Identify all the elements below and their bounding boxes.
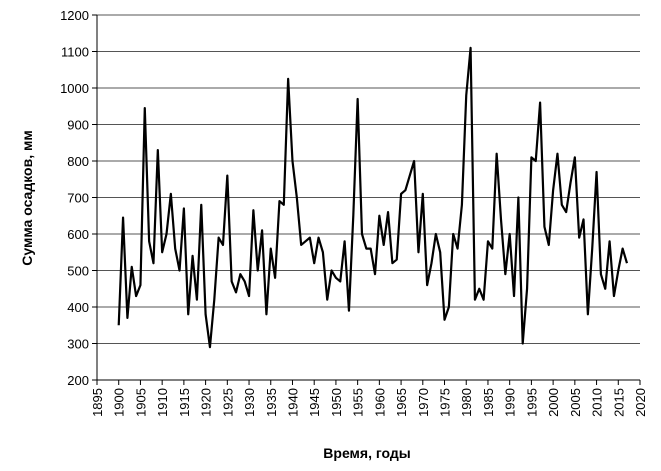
x-tick-label: 1970 — [416, 388, 431, 417]
y-tick-label: 900 — [67, 118, 89, 133]
y-tick-label: 1200 — [60, 8, 89, 23]
x-tick-label: 2020 — [633, 388, 648, 417]
x-tick-label: 2000 — [546, 388, 561, 417]
x-tick-label: 1940 — [285, 388, 300, 417]
y-tick-label: 600 — [67, 227, 89, 242]
x-tick-label: 2005 — [568, 388, 583, 417]
x-tick-label: 1925 — [220, 388, 235, 417]
x-tick-label: 1975 — [438, 388, 453, 417]
x-tick-label: 1945 — [307, 388, 322, 417]
x-tick-label: 1900 — [112, 388, 127, 417]
y-tick-label: 400 — [67, 300, 89, 315]
x-tick-label: 2010 — [590, 388, 605, 417]
y-tick-label: 700 — [67, 191, 89, 206]
y-axis-title: Сумма осадков, мм — [19, 130, 35, 265]
y-tick-label: 1100 — [61, 45, 89, 60]
y-tick-label: 500 — [67, 264, 89, 279]
x-tick-label: 1895 — [90, 388, 105, 417]
x-tick-label: 1980 — [459, 388, 474, 417]
y-tick-label: 1000 — [60, 81, 89, 96]
x-tick-label: 1955 — [351, 388, 366, 417]
x-tick-label: 1905 — [133, 388, 148, 417]
x-tick-label: 1935 — [264, 388, 279, 417]
y-tick-label: 200 — [67, 373, 89, 388]
x-tick-label: 1950 — [329, 388, 344, 417]
x-tick-label: 1930 — [242, 388, 257, 417]
x-tick-label: 1910 — [155, 388, 170, 417]
x-tick-label: 1965 — [394, 388, 409, 417]
y-tick-label: 300 — [67, 337, 89, 352]
x-tick-label: 1960 — [372, 388, 387, 417]
x-axis-title: Время, годы — [323, 445, 410, 461]
x-tick-label: 2015 — [611, 388, 626, 417]
x-tick-label: 1920 — [199, 388, 214, 417]
x-tick-label: 1915 — [177, 388, 192, 417]
y-tick-label: 800 — [67, 154, 89, 169]
x-tick-label: 1990 — [503, 388, 518, 417]
x-tick-label: 1995 — [524, 388, 539, 417]
data-line — [117, 46, 629, 349]
x-tick-label: 1985 — [481, 388, 496, 417]
